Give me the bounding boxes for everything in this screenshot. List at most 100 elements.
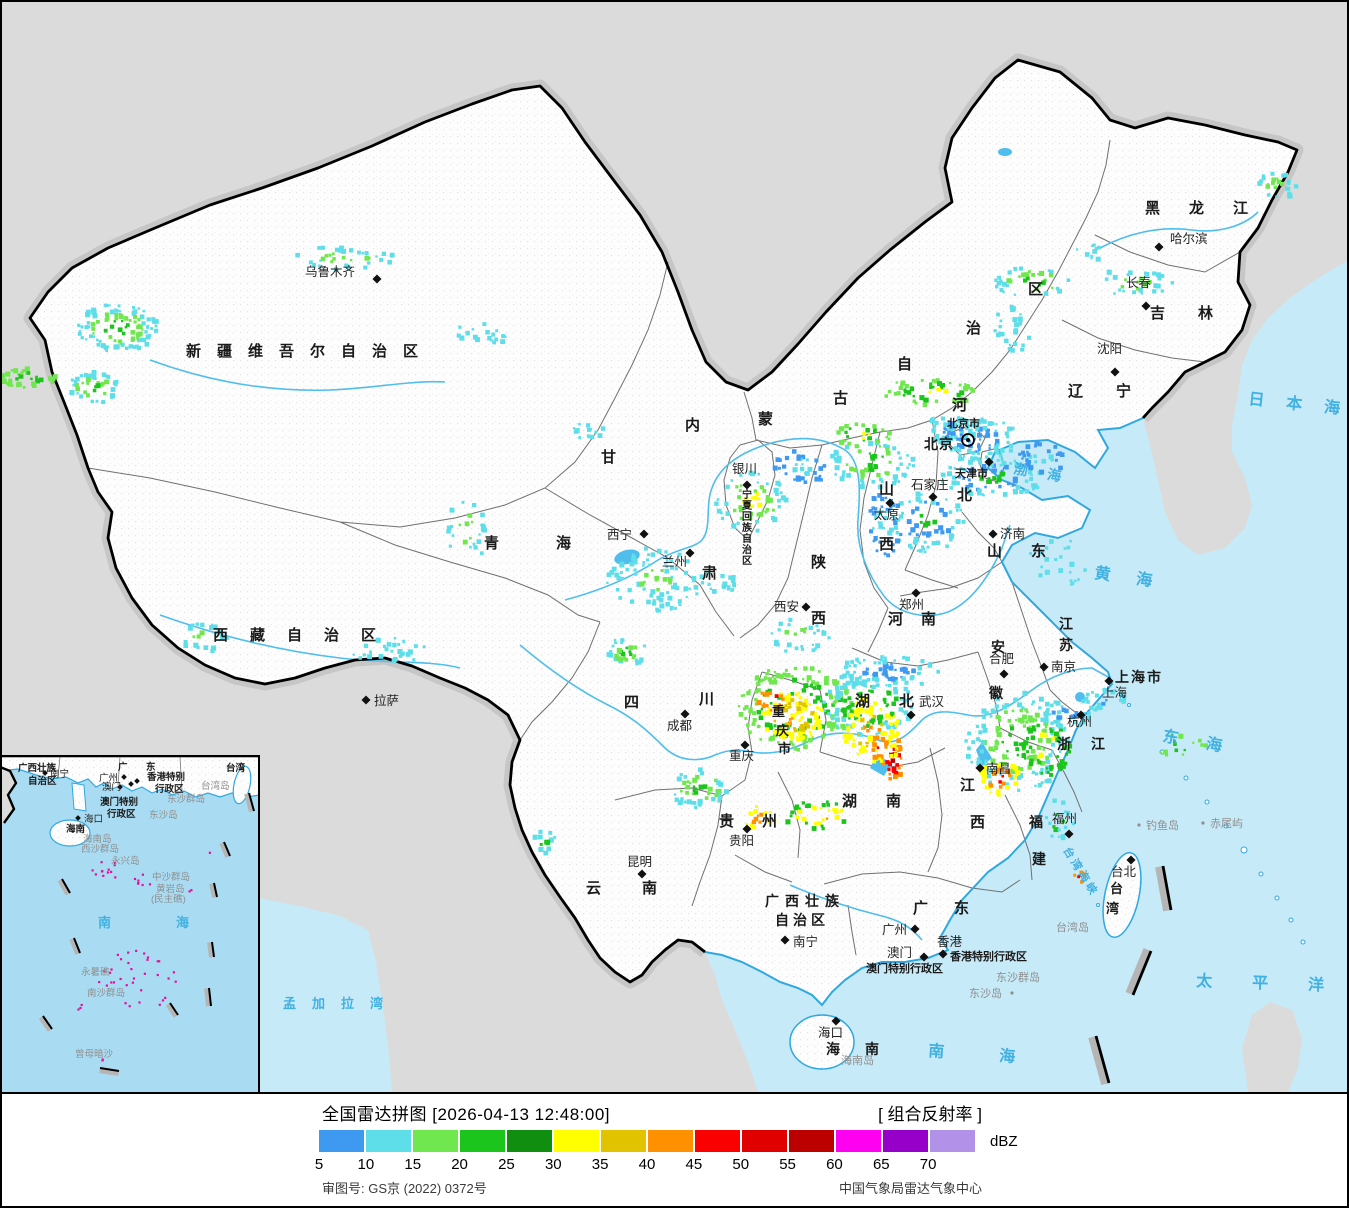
radar-echo-pixel xyxy=(691,792,695,796)
radar-echo-pixel xyxy=(1012,317,1018,323)
radar-echo-pixel xyxy=(1043,291,1049,296)
radar-echo-pixel xyxy=(462,539,468,545)
radar-echo-pixel xyxy=(594,430,598,434)
radar-echo-pixel xyxy=(803,666,808,671)
radar-echo-pixel xyxy=(1266,193,1271,197)
radar-echo-pixel xyxy=(707,582,711,586)
radar-echo-pixel xyxy=(885,444,890,450)
radar-echo-pixel xyxy=(1010,306,1016,313)
radar-echo-pixel xyxy=(765,727,770,732)
radar-echo-pixel xyxy=(807,718,812,724)
radar-echo-pixel xyxy=(615,587,620,592)
foreign-land-korea xyxy=(1143,0,1349,555)
radar-echo-pixel xyxy=(996,477,1002,483)
radar-echo-pixel xyxy=(880,521,883,524)
radar-echo-pixel xyxy=(870,689,874,694)
radar-echo-pixel xyxy=(18,373,24,379)
inset-label: 黄岩岛 xyxy=(156,883,185,895)
radar-echo-pixel xyxy=(766,709,772,715)
radar-echo-pixel xyxy=(746,690,751,696)
radar-echo-pixel xyxy=(805,471,810,476)
radar-echo-pixel xyxy=(1070,583,1073,586)
radar-echo-pixel xyxy=(132,345,137,349)
radar-echo-pixel xyxy=(968,468,971,471)
small-island xyxy=(1127,703,1131,707)
radar-echo-pixel xyxy=(996,332,1001,338)
radar-echo-pixel xyxy=(692,785,696,788)
radar-echo-pixel xyxy=(756,512,761,517)
radar-echo-pixel xyxy=(21,369,25,372)
radar-echo-pixel xyxy=(328,253,332,257)
radar-echo-pixel xyxy=(822,464,827,468)
radar-echo-pixel xyxy=(1152,289,1157,294)
province-label-char: 宁 xyxy=(742,488,752,501)
colorbar-cell-60 xyxy=(835,1130,882,1152)
radar-echo-pixel xyxy=(739,484,743,487)
radar-echo-pixel xyxy=(461,500,465,504)
inset-boundary-dash xyxy=(73,937,81,954)
radar-echo-pixel xyxy=(1014,768,1018,772)
radar-echo-pixel xyxy=(1159,751,1163,754)
radar-echo-pixel xyxy=(909,386,915,392)
radar-echo-pixel xyxy=(998,324,1002,329)
radar-echo-pixel xyxy=(1027,765,1032,770)
radar-echo-pixel xyxy=(956,417,962,422)
radar-echo-pixel xyxy=(1271,177,1276,183)
radar-echo-pixel xyxy=(773,724,777,728)
city-label: 广州 xyxy=(882,923,907,937)
radar-echo-pixel xyxy=(880,505,884,509)
inset-island-dot xyxy=(100,870,104,873)
radar-echo-pixel xyxy=(1036,758,1040,762)
radar-echo-pixel xyxy=(683,586,688,591)
radar-echo-pixel xyxy=(105,349,108,353)
radar-echo-pixel xyxy=(656,595,662,601)
radar-echo-pixel xyxy=(948,533,954,539)
radar-echo-pixel xyxy=(778,703,782,707)
radar-echo-pixel xyxy=(90,399,94,403)
radar-echo-pixel xyxy=(908,463,911,466)
inset-city-marker xyxy=(128,781,134,787)
radar-echo-pixel xyxy=(821,630,827,636)
radar-echo-pixel xyxy=(475,337,480,343)
radar-echo-pixel xyxy=(896,753,901,758)
radar-echo-pixel xyxy=(984,785,989,790)
radar-echo-pixel xyxy=(866,745,869,748)
radar-echo-pixel xyxy=(874,736,878,740)
radar-echo-pixel xyxy=(748,811,753,816)
radar-echo-pixel xyxy=(941,480,945,483)
radar-echo-pixel xyxy=(819,478,823,482)
inset-dash-shadow xyxy=(69,938,81,955)
radar-echo-pixel xyxy=(1095,256,1101,262)
radar-echo-pixel xyxy=(1044,713,1047,717)
radar-echo-pixel xyxy=(724,501,729,506)
radar-echo-pixel xyxy=(831,716,835,721)
radar-echo-pixel xyxy=(1001,740,1004,744)
radar-echo-pixel xyxy=(913,540,917,545)
radar-echo-pixel xyxy=(0,373,6,378)
radar-echo-pixel xyxy=(1046,449,1051,454)
radar-echo-pixel xyxy=(1102,689,1107,694)
radar-echo-pixel xyxy=(1057,288,1062,294)
radar-echo-pixel xyxy=(842,470,846,474)
radar-echo-pixel xyxy=(1038,283,1041,287)
radar-echo-pixel xyxy=(843,713,848,718)
radar-echo-pixel xyxy=(1286,179,1291,184)
radar-echo-pixel xyxy=(608,652,614,658)
radar-echo-pixel xyxy=(908,532,912,536)
radar-echo-pixel xyxy=(958,424,963,428)
radar-echo-pixel xyxy=(753,816,759,822)
radar-echo-pixel xyxy=(898,385,904,391)
radar-echo-pixel xyxy=(1010,348,1015,353)
radar-echo-pixel xyxy=(977,443,980,446)
radar-echo-pixel xyxy=(994,449,999,454)
radar-echo-pixel xyxy=(1055,286,1060,291)
radar-echo-pixel xyxy=(773,820,777,823)
radar-echo-pixel xyxy=(501,334,506,339)
radar-echo-pixel xyxy=(1078,874,1081,877)
radar-echo-pixel xyxy=(804,821,808,825)
radar-echo-pixel xyxy=(915,533,919,537)
radar-echo-pixel xyxy=(1059,452,1065,457)
province-label-char: 南 xyxy=(921,610,936,628)
radar-echo-pixel xyxy=(881,672,885,676)
